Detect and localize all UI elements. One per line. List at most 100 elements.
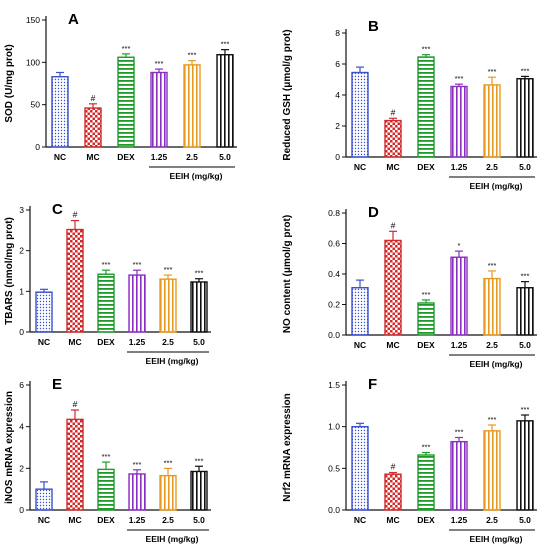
bar-DEX [417,302,435,336]
y-tick-label: 3 [19,205,24,215]
x-tick-label: NC [38,515,50,525]
significance-mark: *** [488,415,497,424]
y-tick-label: 6 [19,380,24,390]
x-tick-label: 5.0 [519,162,531,172]
x-tick-label: MC [386,515,399,525]
y-axis-label: iNOS mRNA expression [4,391,15,504]
bar-5_0 [516,287,534,336]
y-tick-label: 6 [335,59,340,69]
x-tick-label: MC [386,340,399,350]
bar-1_25 [450,85,468,158]
significance-mark: *** [133,460,142,469]
panel-b: B 0 2 4 6 8 Reduced GSH (μmol/g prot) NC # MC *** D… [282,18,537,191]
bar-DEX [97,273,115,333]
significance-mark: # [73,210,78,220]
significance-mark: *** [422,290,431,299]
x-tick-label: NC [354,340,366,350]
y-tick-label: 2 [19,246,24,256]
bar-DEX [97,468,115,511]
panel-letter: B [368,18,379,35]
y-tick-label: 0.8 [328,208,340,218]
y-tick-label: 100 [26,57,40,67]
significance-mark: # [73,399,78,409]
significance-mark: *** [188,51,197,60]
x-tick-label: NC [54,152,66,162]
y-tick-label: 150 [26,15,40,25]
y-tick-label: 0.0 [328,505,340,515]
panel-e: E 0 2 4 6 iNOS mRNA expression NC # MC *** DEX *** 1… [4,376,211,544]
bar-5_0 [216,54,234,148]
y-tick-label: 0.2 [328,300,340,310]
panel-letter: F [368,376,377,393]
x-tick-label: 2.5 [186,152,198,162]
significance-mark: *** [122,44,131,53]
bar-NC [351,287,369,336]
panel-letter: C [52,201,63,218]
x-tick-label: 1.25 [129,515,146,525]
significance-mark: # [391,107,396,117]
x-tick-label: 1.25 [451,340,468,350]
x-tick-label: DEX [97,515,115,525]
bar-2_5 [483,430,501,511]
x-tick-label: 2.5 [486,515,498,525]
x-tick-label: MC [68,515,81,525]
bar-NC [351,425,369,511]
y-tick-label: 0.6 [328,239,340,249]
panel-letter: E [52,376,62,393]
x-tick-label: MC [386,162,399,172]
significance-mark: *** [422,443,431,452]
significance-mark: *** [488,261,497,270]
significance-mark: *** [521,405,530,414]
y-tick-label: 4 [19,422,24,432]
bar-MC [384,119,402,158]
x-tick-label: 1.25 [451,515,468,525]
bar-2_5 [159,474,177,511]
x-tick-label: 2.5 [486,162,498,172]
significance-mark: # [391,220,396,230]
y-tick-label: 0.0 [328,330,340,340]
significance-mark: *** [521,66,530,75]
bar-NC [351,71,369,158]
bar-5_0 [190,281,208,333]
bar-1_25 [128,274,146,333]
panel-letter: D [368,204,379,221]
y-tick-label: 2 [335,121,340,131]
x-tick-label: 2.5 [162,515,174,525]
y-tick-label: 50 [31,100,41,110]
y-axis-label: Nrf2 mRNA expression [282,393,293,502]
y-tick-label: 4 [335,90,340,100]
panel-c: C 0 1 2 3 TBARS (nmol/mg prot) NC # MC *** DEX *** 1… [4,201,211,366]
x-tick-label: DEX [117,152,135,162]
y-tick-label: 1 [19,286,24,296]
group-label: EEIH (mg/kg) [170,171,223,181]
panel-letter: A [68,11,79,28]
bar-MC [384,239,402,336]
y-axis-label: TBARS (nmol/mg prot) [4,217,15,325]
significance-mark: * [458,241,461,250]
x-tick-label: 5.0 [193,337,205,347]
y-tick-label: 2 [19,463,24,473]
bar-1_25 [450,256,468,336]
y-tick-label: 8 [335,28,340,38]
group-label: EEIH (mg/kg) [146,356,199,366]
y-tick-label: 0 [19,327,24,337]
x-tick-label: DEX [417,162,435,172]
group-label: EEIH (mg/kg) [470,359,523,369]
bar-2_5 [159,278,177,333]
y-tick-label: 0 [35,142,40,152]
bar-2_5 [483,277,501,336]
y-axis-label: SOD (U/mg prot) [4,44,15,122]
y-tick-label: 0 [19,505,24,515]
bar-1_25 [450,440,468,511]
x-tick-label: 5.0 [519,340,531,350]
y-axis-label: Reduced GSH (μmol/g prot) [282,29,293,160]
significance-mark: *** [195,456,204,465]
x-tick-label: 2.5 [486,340,498,350]
y-tick-label: 0 [335,152,340,162]
significance-mark: *** [221,40,230,49]
bar-5_0 [516,420,534,511]
bar-MC [66,418,84,511]
significance-mark: # [91,93,96,103]
bar-2_5 [183,64,201,148]
